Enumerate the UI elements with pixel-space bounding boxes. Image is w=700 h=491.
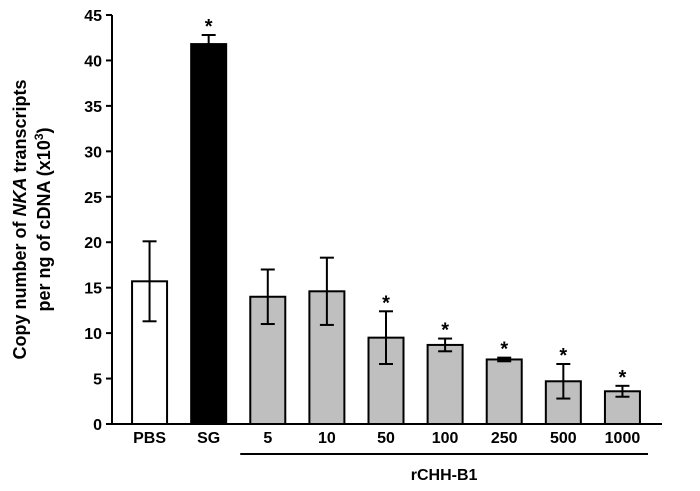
bars [131, 43, 641, 426]
significance-marker: * [441, 320, 449, 342]
x-tick-label: 100 [432, 430, 459, 447]
y-tick-label: 0 [93, 417, 102, 434]
y-tick-label: 5 [93, 372, 102, 389]
y-tick-label: 45 [84, 8, 102, 25]
y-tick-label: 15 [84, 281, 102, 298]
x-tick-label: 500 [550, 430, 577, 447]
error-bars [142, 33, 630, 400]
significance-marker: * [500, 339, 508, 361]
x-tick-label: SG [197, 430, 220, 447]
significance-marker: * [619, 367, 627, 389]
y-axis-title-line: Copy number of NKA transcripts [10, 79, 30, 359]
y-tick-label: 40 [84, 53, 102, 70]
x-tick-label: 10 [318, 430, 336, 447]
y-tick-label: 35 [84, 99, 102, 116]
y-tick-label: 20 [84, 235, 102, 252]
significance-marker: * [559, 345, 567, 367]
group-bracket: rCHH-B1 [240, 453, 648, 484]
x-tick-label: 1000 [605, 430, 641, 447]
x-tick-label: PBS [133, 430, 166, 447]
y-axis-title-line: per ng of cDNA (x103) [32, 127, 54, 311]
bar-SG [190, 43, 228, 426]
significance-marker: * [382, 292, 390, 314]
bar-5 [249, 295, 287, 425]
x-axis-labels: PBS SG 5 10 50 100 250 500 1000 [133, 430, 640, 447]
group-label: rCHH-B1 [411, 467, 478, 484]
bar-250 [485, 358, 523, 426]
significance-marker: * [205, 16, 213, 38]
y-tick-label: 30 [84, 144, 102, 161]
x-tick-label: 50 [377, 430, 395, 447]
x-tick-label: 5 [263, 430, 272, 447]
y-tick-label: 10 [84, 326, 102, 343]
x-tick-label: 250 [491, 430, 518, 447]
bar-100 [426, 343, 464, 425]
y-tick-label: 25 [84, 190, 102, 207]
significance-markers: * * * * * * [205, 16, 627, 389]
